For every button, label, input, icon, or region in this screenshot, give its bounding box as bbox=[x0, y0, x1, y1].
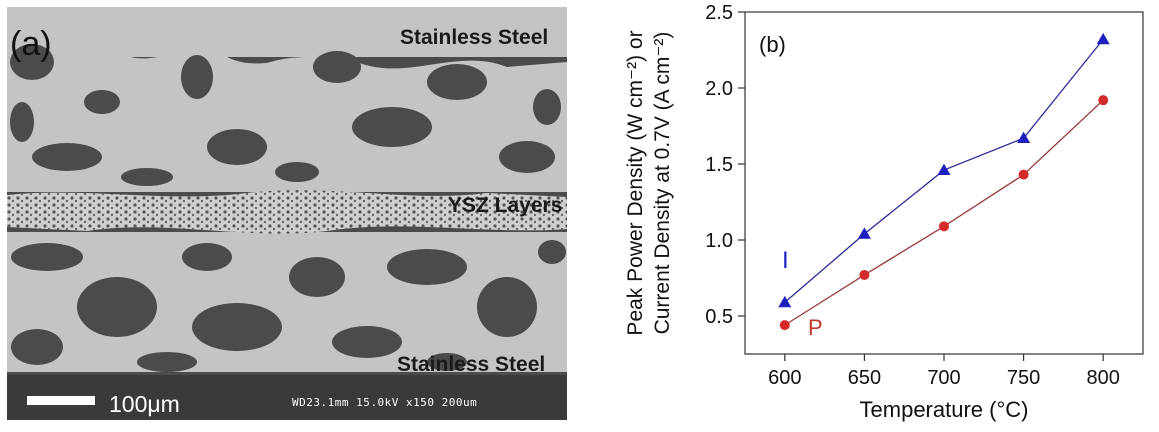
series-markers bbox=[778, 32, 1110, 331]
x-axis-label: Temperature (°C) bbox=[860, 397, 1029, 422]
series-line-p bbox=[784, 99, 1104, 326]
y-tick-label: 0.5 bbox=[705, 306, 733, 328]
line-chart: 600 650 700 750 800 0.5 1.0 1.5 2.0 2.5 (b) I P T… bbox=[624, 2, 1144, 422]
middle-layer-label: YSZ Layers bbox=[448, 194, 563, 217]
panel-label-a: (a) bbox=[10, 25, 52, 63]
axis-ticks bbox=[738, 11, 1104, 361]
y-axis-label-line2: Current Density at 0.7V (A cm⁻²) bbox=[651, 32, 674, 335]
data-point-i bbox=[937, 163, 951, 175]
series-label-p: P bbox=[808, 315, 823, 340]
data-point-i bbox=[857, 227, 871, 239]
tick-labels: 600 650 700 750 800 0.5 1.0 1.5 2.0 2.5 bbox=[705, 2, 1120, 389]
y-tick-label: 2.0 bbox=[705, 78, 733, 100]
data-point-p bbox=[939, 221, 949, 232]
y-tick-label: 2.5 bbox=[705, 2, 733, 24]
series-label-i: I bbox=[782, 247, 789, 274]
x-tick-label: 750 bbox=[1007, 367, 1040, 389]
y-tick-label: 1.0 bbox=[705, 230, 733, 252]
sem-micrograph bbox=[7, 7, 567, 420]
panel-label-b: (b) bbox=[759, 32, 786, 57]
x-tick-label: 800 bbox=[1087, 367, 1120, 389]
sem-acquisition-info: WD23.1mm 15.0kV x150 200um bbox=[292, 396, 478, 409]
micrograph-panel: (a) Stainless Steel YSZ Layers Stainless… bbox=[7, 7, 567, 420]
top-layer-label: Stainless Steel bbox=[400, 26, 549, 49]
data-point-p bbox=[1018, 169, 1029, 180]
bottom-layer-label: Stainless Steel bbox=[397, 353, 546, 376]
data-point-i bbox=[1017, 131, 1031, 144]
series-lines bbox=[784, 38, 1104, 326]
data-point-i bbox=[1096, 32, 1110, 45]
data-point-p bbox=[779, 320, 790, 331]
x-tick-label: 600 bbox=[768, 367, 801, 389]
y-tick-label: 1.5 bbox=[705, 154, 733, 176]
y-axis-label-line1: Peak Power Density (W cm⁻²) or bbox=[624, 30, 647, 335]
data-point-p bbox=[1098, 95, 1109, 106]
x-tick-label: 650 bbox=[848, 367, 881, 389]
data-point-p bbox=[859, 269, 870, 280]
scale-bar-label: 100μm bbox=[109, 391, 180, 417]
chart-panel: 600 650 700 750 800 0.5 1.0 1.5 2.0 2.5 (b) I P T… bbox=[590, 0, 1159, 427]
data-point-i bbox=[778, 295, 792, 308]
x-tick-label: 700 bbox=[927, 367, 960, 389]
